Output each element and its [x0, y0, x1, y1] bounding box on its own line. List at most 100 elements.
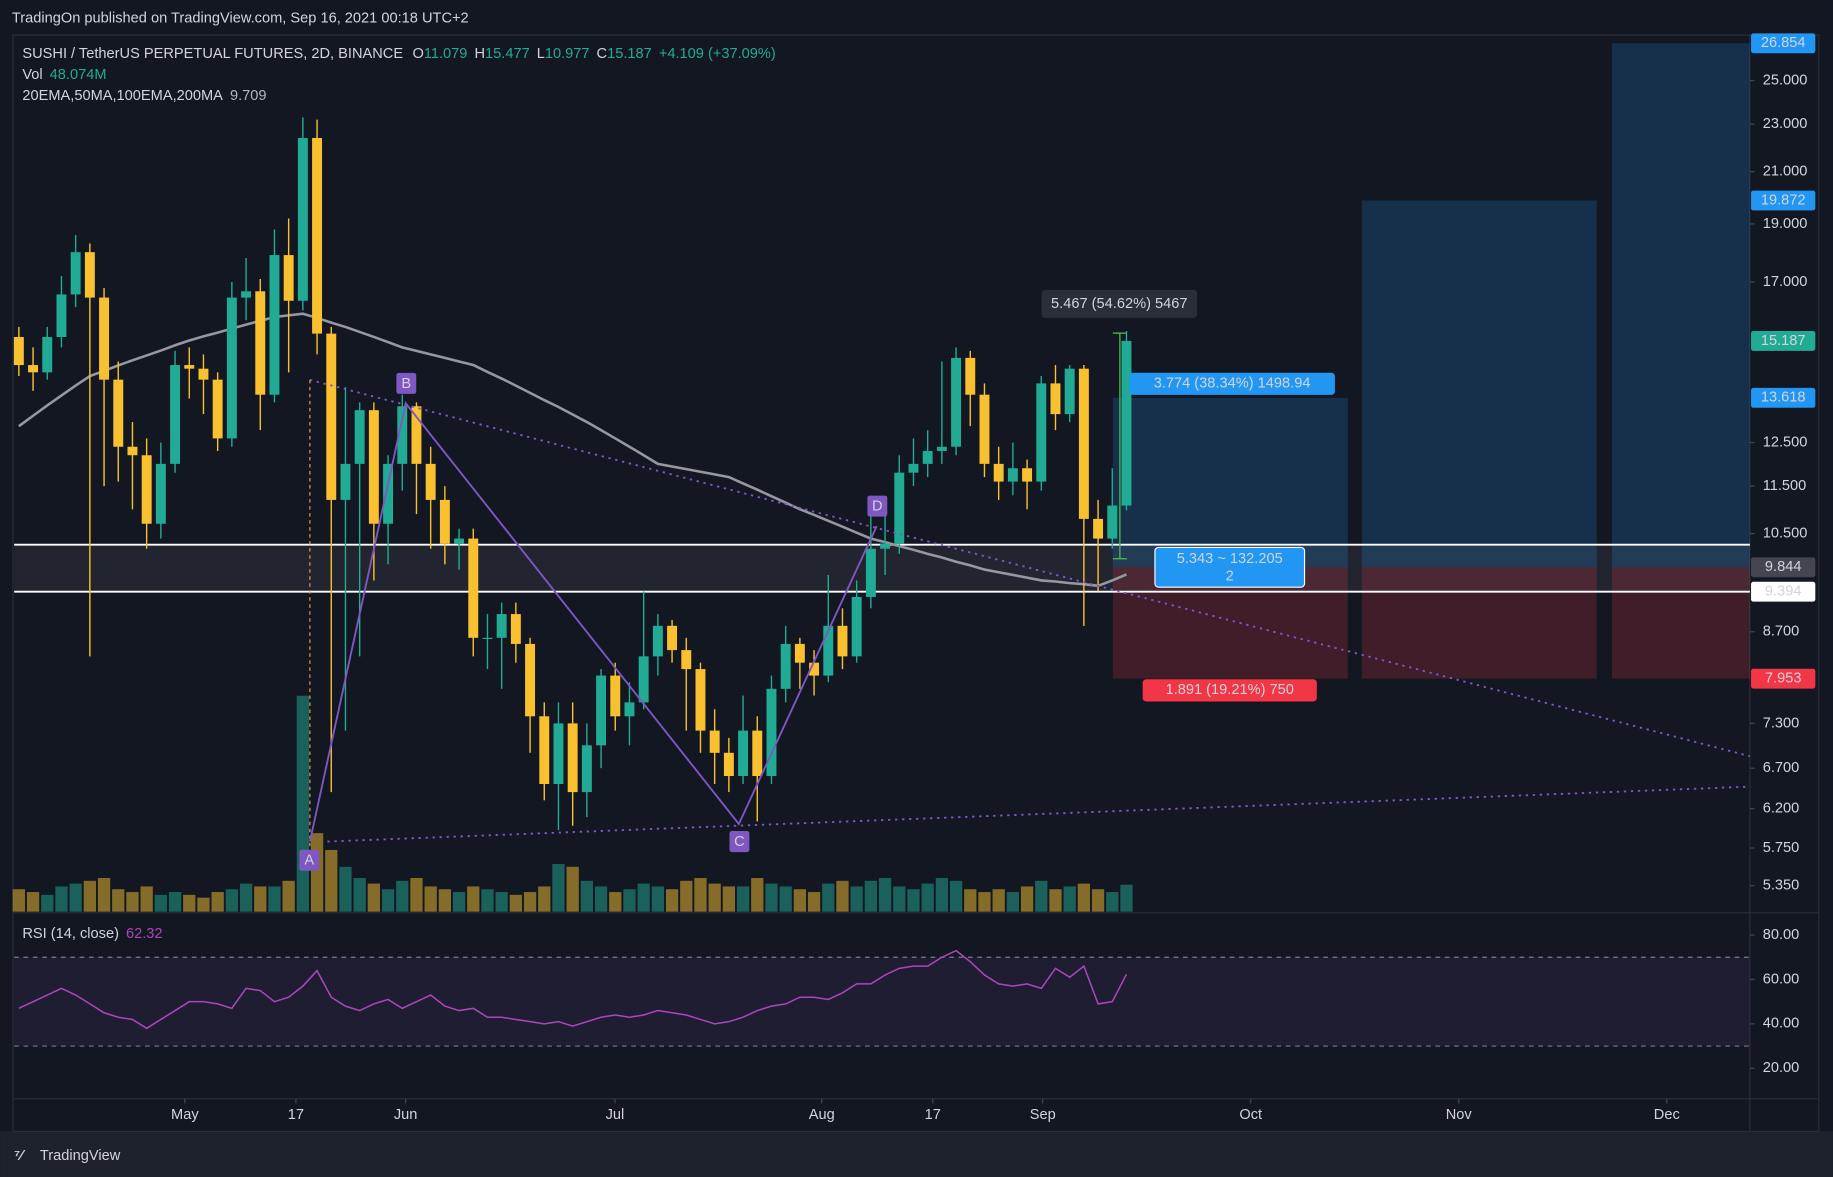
volume-bar	[850, 886, 863, 912]
candle-body	[809, 662, 820, 676]
position-label-box	[1142, 679, 1317, 702]
volume-bar	[964, 889, 977, 912]
price-tag	[1751, 330, 1816, 351]
volume-bar	[452, 892, 466, 912]
volume-bar	[325, 849, 338, 912]
volume-bar	[126, 892, 139, 912]
volume-bar	[722, 886, 736, 912]
y-tick-label: 10.500	[1763, 525, 1808, 541]
candle-body	[723, 752, 734, 777]
measure-label: 5.467 (54.62%) 5467	[1051, 296, 1187, 312]
position-label-box	[1154, 546, 1306, 588]
price-tag	[1751, 581, 1816, 602]
candle-body	[184, 365, 195, 369]
ma-line	[18, 312, 1127, 588]
y-tick-label: 25.000	[1763, 72, 1808, 88]
candle-body	[141, 455, 152, 524]
volume-legend: Vol 48.074M	[22, 67, 106, 83]
volume-bar	[779, 886, 792, 912]
candle-body	[865, 548, 876, 597]
y-tick-label: 19.000	[1763, 216, 1808, 232]
volume-value: 48.074M	[50, 67, 107, 83]
x-tick-label: Jun	[394, 1107, 418, 1123]
price-tag-label: 15.187	[1761, 333, 1806, 349]
price-tag-label: 9.844	[1765, 559, 1802, 575]
price-tag-label: 9.394	[1765, 584, 1802, 600]
rsi-tick-label: 80.00	[1763, 927, 1800, 943]
volume-name: Vol	[22, 67, 42, 83]
pattern-label: D	[872, 499, 883, 515]
candle-body	[752, 730, 763, 777]
candle-body	[397, 406, 408, 464]
volume-bar	[381, 889, 395, 912]
candle-body	[1050, 383, 1061, 415]
volume-bar	[310, 833, 324, 912]
ohlc-value: 11.079	[424, 46, 468, 62]
candle-body	[113, 379, 124, 447]
candle-body	[652, 625, 663, 657]
target-zone	[1361, 200, 1597, 568]
volume-bar	[793, 889, 807, 912]
candle-body	[624, 702, 635, 717]
measure-tool: 5.467 (54.62%) 5467	[1041, 289, 1198, 560]
candle-body	[553, 723, 564, 785]
volume-bar	[736, 886, 750, 912]
volume-bar	[481, 889, 494, 912]
pattern-point	[729, 831, 750, 853]
rsi-tick-label: 20.00	[1763, 1060, 1800, 1076]
volume-bar	[55, 886, 68, 912]
pattern-point	[299, 849, 320, 871]
volume-bar	[807, 892, 821, 912]
candle-body	[837, 625, 848, 657]
candle-body	[880, 543, 891, 549]
volume-bar	[197, 897, 210, 912]
candle-body	[28, 365, 39, 373]
ohlc-value: 10.977	[545, 46, 590, 62]
candle-body	[567, 723, 578, 793]
candle-body	[695, 669, 706, 731]
ohlc-label: H	[474, 46, 485, 62]
price-tag	[1751, 33, 1816, 54]
candle-body	[1036, 383, 1047, 482]
price-tag-label: 26.854	[1761, 35, 1806, 51]
x-tick-label: Aug	[809, 1107, 835, 1123]
change: +4.109 (+37.09%)	[659, 46, 776, 62]
volume-bar	[935, 878, 949, 912]
volume-bar	[1035, 880, 1048, 912]
volume-bar	[921, 883, 934, 912]
volume-bar	[751, 878, 764, 912]
candle-body	[42, 337, 53, 373]
candle-body	[738, 730, 749, 777]
candle-body	[610, 675, 621, 717]
volume-bar	[509, 894, 523, 912]
volume-bar	[41, 894, 54, 912]
volume-bar	[168, 892, 182, 912]
entry-label: 2	[1226, 568, 1234, 584]
ohlc-label: C	[597, 46, 608, 62]
volume-bar	[1020, 886, 1034, 912]
candle-body	[439, 499, 450, 544]
candle-body	[908, 463, 919, 473]
volume-bar	[878, 878, 892, 912]
level-zone	[14, 544, 1750, 592]
volume-bar	[154, 894, 167, 912]
symbol-title: SUSHI / TetherUS PERPETUAL FUTURES, 2D, …	[22, 46, 403, 62]
candle-body	[411, 406, 422, 464]
volume-bar	[438, 889, 452, 912]
abcd-pattern	[308, 401, 878, 842]
candle-body	[851, 596, 862, 657]
candle-body	[638, 656, 649, 703]
volume-bar	[26, 892, 40, 912]
candle-body	[255, 291, 266, 395]
candle-body	[241, 291, 252, 298]
candle-body	[354, 410, 365, 464]
volume-bar	[97, 878, 111, 912]
volume-bar	[495, 892, 508, 912]
ma-legend: 20EMA,50MA,100EMA,200MA 9.709	[22, 88, 266, 104]
candle-body	[312, 137, 323, 334]
candle-body	[1121, 340, 1132, 506]
rsi-name: RSI (14, close)	[22, 926, 119, 942]
volume-bar	[83, 880, 96, 912]
volume-bar	[523, 892, 537, 912]
